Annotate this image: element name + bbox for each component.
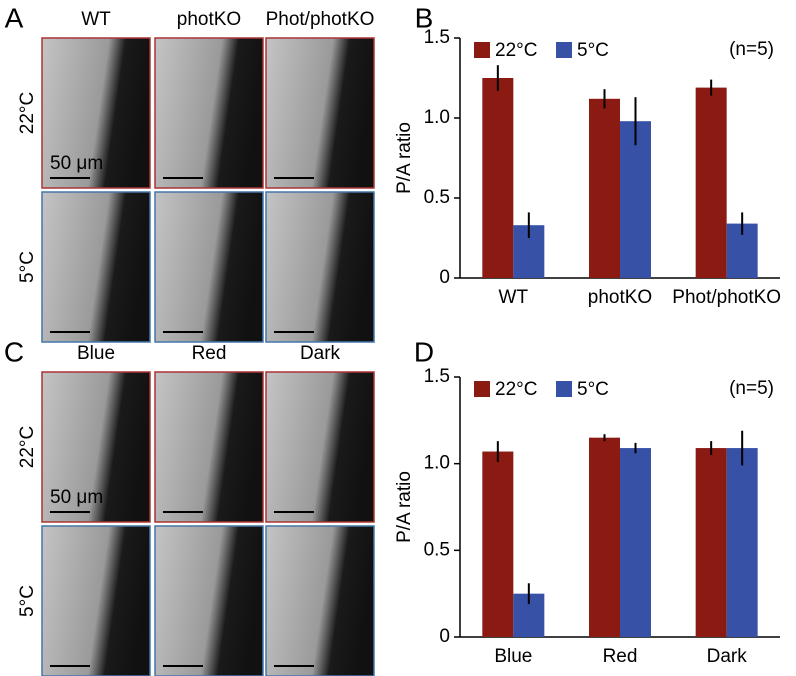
x-tick-label: photKO bbox=[588, 287, 652, 308]
bar bbox=[726, 448, 758, 637]
column-label: Phot/photKO bbox=[266, 9, 375, 30]
legend-swatch bbox=[474, 381, 490, 397]
y-axis-label: P/A ratio bbox=[394, 471, 415, 543]
micrograph bbox=[154, 371, 264, 523]
row-label: 22°C bbox=[17, 92, 38, 134]
row-label: 5°C bbox=[17, 585, 38, 617]
micrograph bbox=[41, 371, 151, 523]
panel-label: C bbox=[4, 336, 24, 367]
legend-swatch bbox=[556, 381, 572, 397]
bar bbox=[620, 448, 651, 637]
y-axis-label: P/A ratio bbox=[394, 122, 415, 194]
panel-label: B bbox=[415, 2, 434, 33]
micrograph bbox=[265, 525, 375, 676]
bar bbox=[589, 98, 620, 278]
annotation: (n=5) bbox=[729, 39, 774, 60]
y-tick-label: 1.0 bbox=[424, 453, 450, 474]
column-label: Blue bbox=[77, 343, 115, 364]
legend-label: 22°C bbox=[495, 40, 537, 61]
x-tick-label: Dark bbox=[707, 646, 748, 667]
micrograph bbox=[265, 371, 375, 523]
scale-bar-label: 50 μm bbox=[50, 487, 103, 508]
bar bbox=[695, 448, 727, 637]
panel-label: D bbox=[414, 336, 434, 367]
legend-label: 5°C bbox=[577, 40, 609, 61]
legend-swatch bbox=[474, 42, 490, 58]
micrograph bbox=[154, 525, 264, 676]
scale-bar-label: 50 μm bbox=[50, 153, 103, 174]
micrograph bbox=[41, 525, 151, 676]
micrograph bbox=[154, 191, 264, 343]
row-label: 5°C bbox=[17, 251, 38, 283]
legend-swatch bbox=[556, 42, 572, 58]
micrograph bbox=[265, 191, 375, 343]
column-label: photKO bbox=[177, 9, 241, 30]
column-label: WT bbox=[81, 9, 111, 30]
bar bbox=[695, 87, 727, 278]
x-tick-label: Blue bbox=[494, 646, 532, 667]
bar bbox=[620, 121, 651, 278]
micrograph bbox=[265, 37, 375, 189]
x-tick-label: WT bbox=[499, 287, 529, 308]
micrograph bbox=[154, 37, 264, 189]
y-tick-label: 1.5 bbox=[424, 27, 450, 48]
column-label: Dark bbox=[300, 343, 341, 364]
x-tick-label: Phot/photKO bbox=[672, 287, 781, 308]
x-tick-label: Red bbox=[603, 646, 638, 667]
micrograph bbox=[41, 37, 151, 189]
legend-label: 5°C bbox=[577, 379, 609, 400]
y-tick-label: 0 bbox=[439, 267, 450, 288]
annotation: (n=5) bbox=[729, 378, 774, 399]
bar bbox=[589, 437, 620, 637]
y-tick-label: 0.5 bbox=[424, 539, 450, 560]
y-tick-label: 0.5 bbox=[424, 187, 450, 208]
bar bbox=[482, 451, 514, 637]
legend-label: 22°C bbox=[495, 379, 537, 400]
y-tick-label: 0 bbox=[439, 626, 450, 647]
y-tick-label: 1.0 bbox=[424, 107, 450, 128]
micrograph bbox=[41, 191, 151, 343]
bar bbox=[482, 78, 514, 278]
column-label: Red bbox=[192, 343, 227, 364]
row-label: 22°C bbox=[17, 426, 38, 468]
y-tick-label: 1.5 bbox=[424, 366, 450, 387]
panel-label: A bbox=[5, 2, 24, 33]
